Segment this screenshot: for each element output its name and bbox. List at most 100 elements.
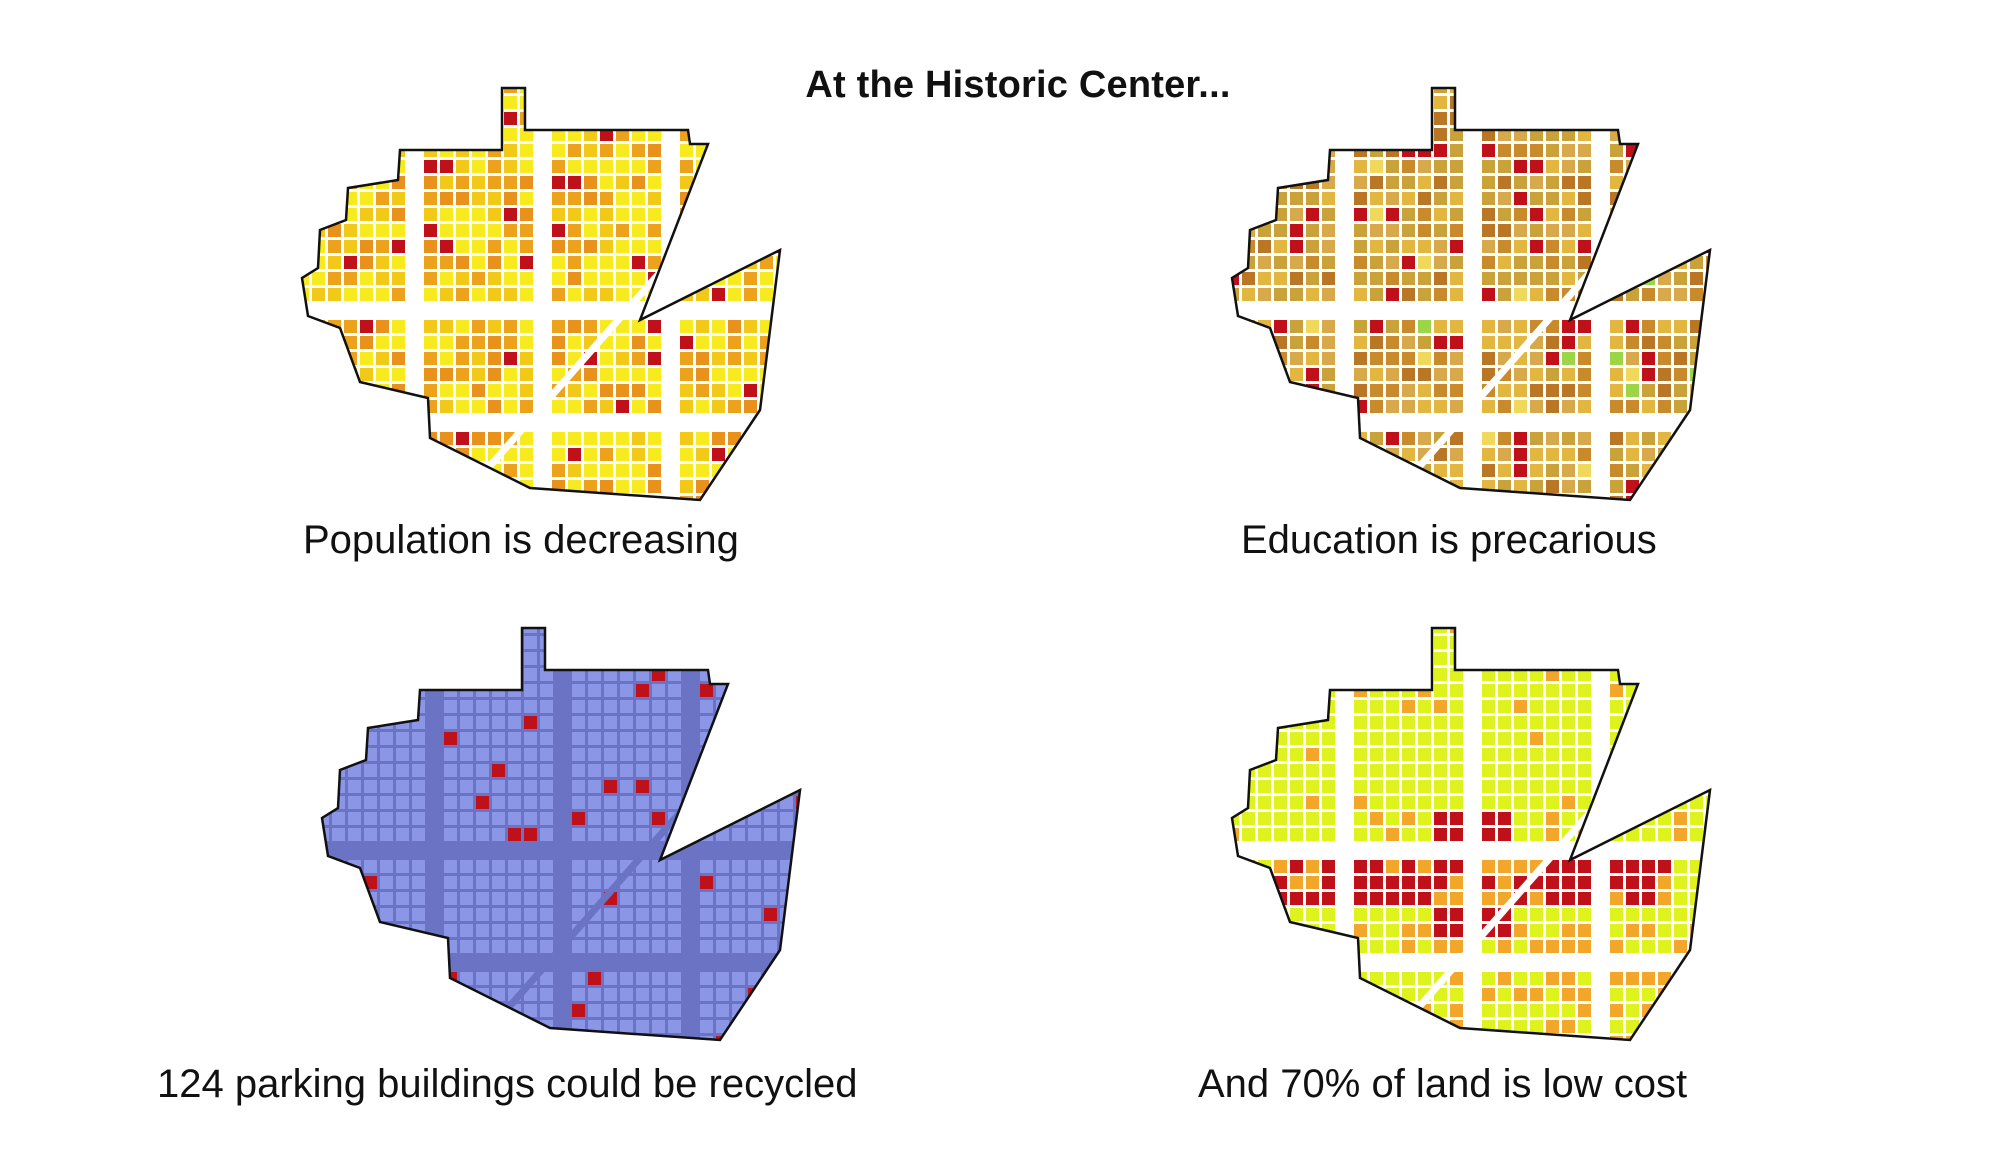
city-block <box>1674 512 1687 520</box>
city-block <box>1274 628 1287 633</box>
city-block <box>344 432 357 445</box>
city-block <box>300 716 313 729</box>
city-block <box>1386 908 1399 921</box>
city-block <box>280 288 293 301</box>
city-block <box>392 112 405 125</box>
city-block <box>1530 1036 1543 1040</box>
city-block <box>600 288 613 301</box>
city-block <box>1290 972 1303 985</box>
city-block <box>588 924 601 937</box>
city-block <box>1290 748 1303 761</box>
city-block <box>392 352 405 365</box>
city-block <box>1450 628 1463 633</box>
city-block <box>488 176 501 189</box>
city-block <box>424 256 437 269</box>
city-block <box>1658 240 1671 253</box>
city-block <box>1626 652 1639 665</box>
city-block <box>396 812 409 825</box>
city-block <box>796 628 800 633</box>
city-block <box>728 352 741 365</box>
education-caption: Education is precarious <box>1241 518 1657 562</box>
city-block <box>322 812 329 825</box>
city-block <box>648 464 661 477</box>
city-block <box>760 160 773 173</box>
city-block <box>572 684 585 697</box>
city-block <box>1258 828 1271 841</box>
city-block <box>1514 628 1527 633</box>
city-block <box>1274 256 1287 269</box>
city-block <box>1498 988 1511 1001</box>
city-block <box>1210 448 1223 461</box>
city-block <box>1274 988 1287 1001</box>
city-block <box>732 796 745 809</box>
city-block <box>588 828 601 841</box>
city-block <box>1546 716 1559 729</box>
city-block <box>380 1052 393 1060</box>
city-block <box>1610 272 1623 285</box>
city-block <box>1674 352 1687 365</box>
city-block <box>524 1004 537 1017</box>
city-block <box>680 256 693 269</box>
city-block <box>322 636 329 649</box>
city-block <box>392 464 405 477</box>
city-block <box>1674 96 1687 109</box>
city-block <box>700 780 713 793</box>
city-block <box>476 628 489 633</box>
parking-map <box>300 620 820 1060</box>
city-block <box>380 908 393 921</box>
city-block <box>1642 336 1655 349</box>
city-block <box>744 128 757 141</box>
city-block <box>1386 384 1399 397</box>
city-block <box>732 636 745 649</box>
city-block <box>1530 400 1543 413</box>
city-block <box>1306 812 1319 825</box>
city-block <box>680 320 693 333</box>
city-block <box>648 144 661 157</box>
city-block <box>1626 924 1639 937</box>
city-block <box>508 700 521 713</box>
city-block <box>588 812 601 825</box>
city-block <box>1546 1004 1559 1017</box>
city-block <box>1514 700 1527 713</box>
city-block <box>1232 716 1239 729</box>
city-block <box>1626 812 1639 825</box>
city-block <box>1562 876 1575 889</box>
city-block <box>1258 940 1271 953</box>
city-block <box>1354 940 1367 953</box>
city-block <box>1434 176 1447 189</box>
city-block <box>616 368 629 381</box>
city-block <box>780 780 793 793</box>
city-block <box>1434 700 1447 713</box>
city-block <box>520 256 533 269</box>
city-block <box>460 628 473 633</box>
city-block <box>1232 1020 1239 1033</box>
city-block <box>376 432 389 445</box>
city-block <box>376 400 389 413</box>
city-block <box>552 112 565 125</box>
city-block <box>1258 464 1271 477</box>
city-block <box>1626 400 1639 413</box>
city-block <box>748 780 761 793</box>
city-block <box>300 668 313 681</box>
city-block <box>508 652 521 665</box>
city-block <box>1642 128 1655 141</box>
city-block <box>1232 876 1239 889</box>
city-block <box>328 384 341 397</box>
city-block <box>1562 988 1575 1001</box>
city-block <box>760 192 773 205</box>
city-block <box>1642 448 1655 461</box>
city-block <box>584 208 597 221</box>
city-block <box>1530 764 1543 777</box>
city-block <box>620 1020 633 1033</box>
city-block <box>312 288 325 301</box>
city-block <box>1626 128 1639 141</box>
city-block <box>328 192 341 205</box>
city-block <box>1562 732 1575 745</box>
city-block <box>1290 464 1303 477</box>
city-block <box>1498 764 1511 777</box>
city-block <box>1258 192 1271 205</box>
city-block <box>504 352 517 365</box>
city-block <box>668 1052 681 1060</box>
city-block <box>1706 668 1710 681</box>
city-block <box>456 400 469 413</box>
